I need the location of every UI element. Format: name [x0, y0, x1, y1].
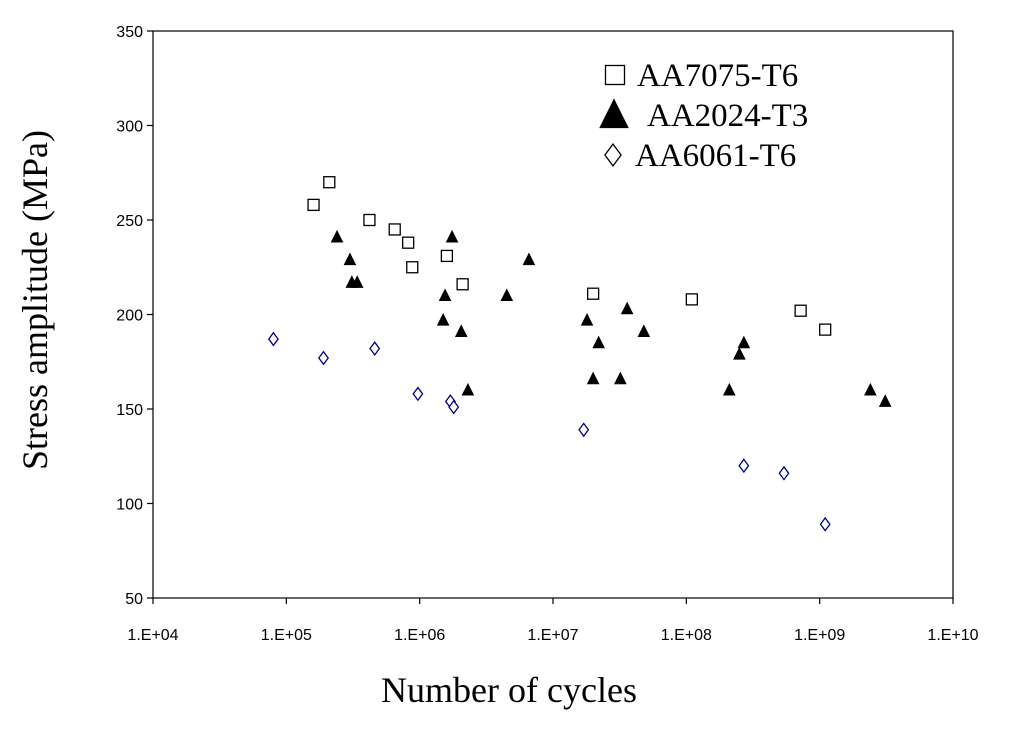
- data-point: [819, 516, 831, 532]
- data-point: [864, 382, 877, 396]
- data-point: [438, 288, 452, 302]
- y-tick-label: 50: [125, 591, 143, 608]
- x-tick-label: 1.E+05: [261, 627, 312, 644]
- axes: [147, 30, 954, 604]
- data-point: [363, 213, 376, 227]
- data-points: [267, 176, 892, 532]
- legend: AA7075-T6 AA2024-T3 AA6061-T6: [599, 58, 808, 174]
- plot-area-frame: [152, 30, 954, 599]
- data-point: [685, 293, 699, 306]
- data-point: [402, 236, 415, 249]
- data-point: [448, 399, 460, 415]
- legend-marker: [604, 142, 622, 168]
- data-point: [592, 335, 605, 349]
- data-point: [454, 324, 468, 337]
- x-tick-label: 1.E+08: [661, 627, 712, 644]
- data-point: [440, 249, 454, 263]
- tick-labels: 50 100 150 200 250 300 350 1.E+04 1.E+05 1.E+06 1.…: [116, 24, 978, 644]
- data-point: [456, 278, 469, 291]
- data-point: [406, 261, 419, 274]
- legend-label: AA7075-T6: [637, 58, 798, 94]
- data-point: [637, 324, 651, 337]
- data-point: [586, 371, 600, 385]
- data-point: [461, 382, 475, 396]
- data-point: [522, 252, 536, 266]
- data-point: [267, 331, 279, 347]
- data-point: [388, 223, 401, 236]
- data-point: [778, 465, 790, 481]
- series-aa6061-t6: [267, 331, 831, 532]
- data-point: [369, 341, 381, 356]
- legend-label: AA2024-T3: [647, 98, 808, 134]
- legend-marker: [604, 64, 626, 86]
- data-point: [500, 288, 514, 302]
- series-aa7075-t6: [307, 176, 832, 336]
- data-point: [620, 301, 634, 315]
- x-axis-title: Number of cycles: [381, 670, 637, 710]
- x-tick-label: 1.E+07: [527, 627, 578, 644]
- data-point: [586, 287, 600, 300]
- data-point: [794, 304, 807, 317]
- data-point: [350, 275, 364, 288]
- data-point: [738, 458, 750, 474]
- x-tick-label: 1.E+06: [394, 627, 445, 644]
- x-tick-label: 1.E+10: [927, 627, 978, 644]
- data-point: [578, 422, 590, 438]
- data-point: [722, 382, 736, 396]
- series-aa2024-t3: [330, 229, 892, 407]
- data-point: [737, 335, 751, 349]
- data-point: [580, 313, 594, 326]
- y-tick-label: 250: [116, 213, 143, 230]
- y-tick-label: 100: [116, 497, 143, 514]
- data-point: [614, 371, 627, 385]
- data-point: [343, 252, 357, 266]
- legend-label: AA6061-T6: [635, 138, 796, 174]
- x-tick-label: 1.E+09: [794, 627, 845, 644]
- data-point: [412, 386, 424, 402]
- y-tick-label: 150: [116, 402, 143, 419]
- data-point: [878, 394, 892, 407]
- y-tick-label: 350: [116, 24, 143, 41]
- data-point: [330, 229, 344, 243]
- data-point: [323, 176, 336, 189]
- data-point: [318, 350, 329, 366]
- data-point: [436, 313, 450, 326]
- x-tick-label: 1.E+04: [127, 627, 178, 644]
- y-tick-label: 300: [116, 119, 143, 136]
- y-axis-title: Stress amplitude (MPa): [15, 130, 55, 470]
- data-point: [819, 323, 832, 336]
- data-point: [733, 347, 746, 360]
- y-tick-label: 200: [116, 308, 143, 325]
- data-point: [307, 198, 320, 212]
- legend-marker: [599, 98, 629, 129]
- data-point: [445, 229, 459, 243]
